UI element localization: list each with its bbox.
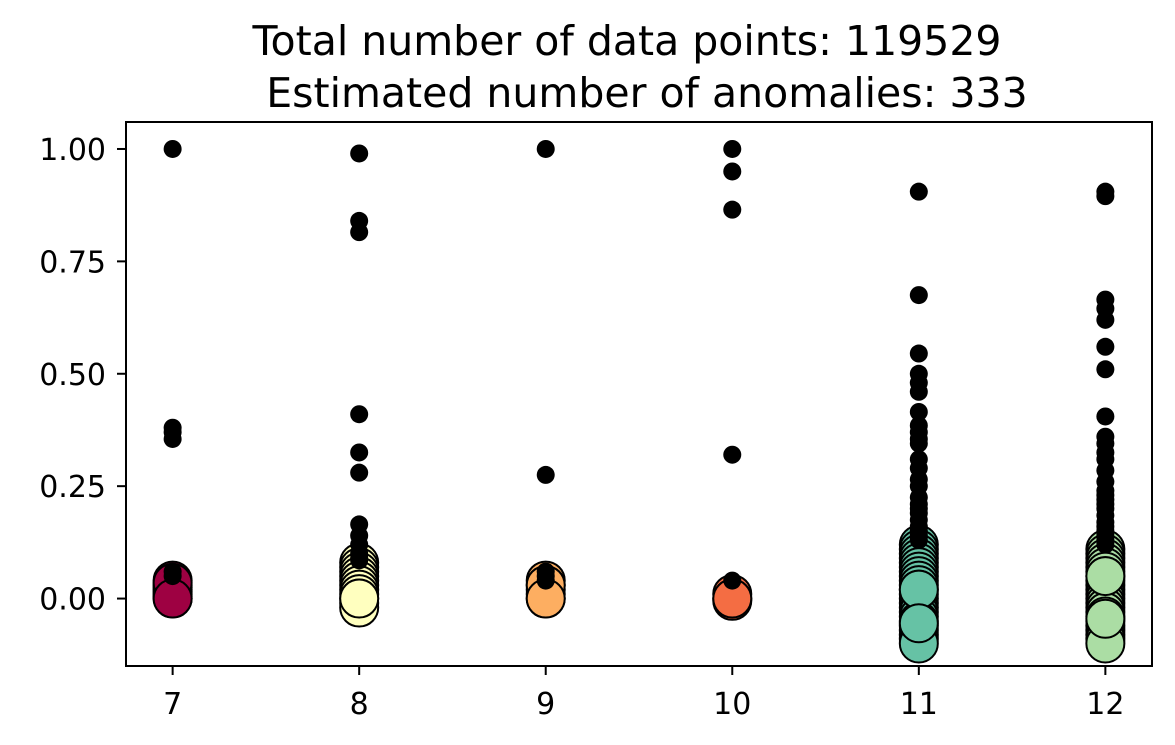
anomaly-point-x11-5 xyxy=(909,382,928,401)
y-tick-label-4: 1.00 xyxy=(39,133,106,168)
anomaly-point-x8-4 xyxy=(350,443,369,462)
anomaly-point-x12-5 xyxy=(1096,337,1115,356)
anomaly-point-x12-6 xyxy=(1096,360,1115,379)
anomaly-point-x7-5 xyxy=(163,567,182,586)
anomaly-point-x11-2 xyxy=(909,344,928,363)
anomaly-point-x11-10 xyxy=(909,434,928,453)
plot-frame xyxy=(125,121,1153,667)
normal-point-x11-24 xyxy=(898,603,939,644)
anomaly-point-x8-0 xyxy=(350,144,369,163)
y-axis: 0.00 0.25 0.50 0.75 1.00 xyxy=(39,133,126,618)
x-axis: 7 8 9 10 11 12 xyxy=(163,666,1124,722)
normal-point-x12-23 xyxy=(1085,598,1126,639)
anomaly-point-x11-23 xyxy=(909,531,928,550)
plot-area xyxy=(152,139,1126,664)
anomaly-point-x12-1 xyxy=(1096,187,1115,206)
x-tick-label-11: 11 xyxy=(900,687,938,722)
chart-title-line-2: Estimated number of anomalies: 333 xyxy=(266,69,1027,117)
x-tick-label-10: 10 xyxy=(713,687,751,722)
anomaly-point-x10-2 xyxy=(723,200,742,219)
anomaly-point-x12-4 xyxy=(1096,310,1115,329)
anomaly-point-x12-7 xyxy=(1096,407,1115,426)
x-tick-label-9: 9 xyxy=(536,687,555,722)
chart-title-line-1: Total number of data points: 119529 xyxy=(251,17,1001,65)
anomaly-point-x9-4 xyxy=(536,571,555,590)
anomaly-point-x8-11 xyxy=(350,551,369,570)
x-tick-label-8: 8 xyxy=(350,687,369,722)
normal-point-x12-22 xyxy=(1085,556,1126,597)
anomaly-point-x10-3 xyxy=(723,445,742,464)
x-tick-label-12: 12 xyxy=(1086,687,1124,722)
anomaly-point-x10-1 xyxy=(723,162,742,181)
anomaly-point-x10-0 xyxy=(723,139,742,158)
y-tick-label-3: 0.75 xyxy=(39,245,106,280)
anomaly-point-x9-0 xyxy=(536,139,555,158)
normal-point-x8-11 xyxy=(339,578,380,619)
anomaly-point-x10-4 xyxy=(723,571,742,590)
normal-point-x11-23 xyxy=(898,569,939,610)
anomaly-point-x11-0 xyxy=(909,182,928,201)
anomaly-point-x12-25 xyxy=(1096,535,1115,554)
anomaly-point-x8-3 xyxy=(350,405,369,424)
y-tick-label-0: 0.00 xyxy=(39,583,106,618)
anomaly-point-x11-6 xyxy=(909,402,928,421)
y-tick-label-1: 0.25 xyxy=(39,470,106,505)
y-tick-label-2: 0.50 xyxy=(39,358,106,393)
x-tick-label-7: 7 xyxy=(163,687,182,722)
normal-point-x7-9 xyxy=(152,578,193,619)
anomaly-point-x11-1 xyxy=(909,286,928,305)
anomaly-point-x7-0 xyxy=(163,139,182,158)
anomaly-point-x7-3 xyxy=(163,429,182,448)
anomaly-point-x8-2 xyxy=(350,223,369,242)
anomaly-point-x9-1 xyxy=(536,465,555,484)
anomaly-point-x8-5 xyxy=(350,463,369,482)
